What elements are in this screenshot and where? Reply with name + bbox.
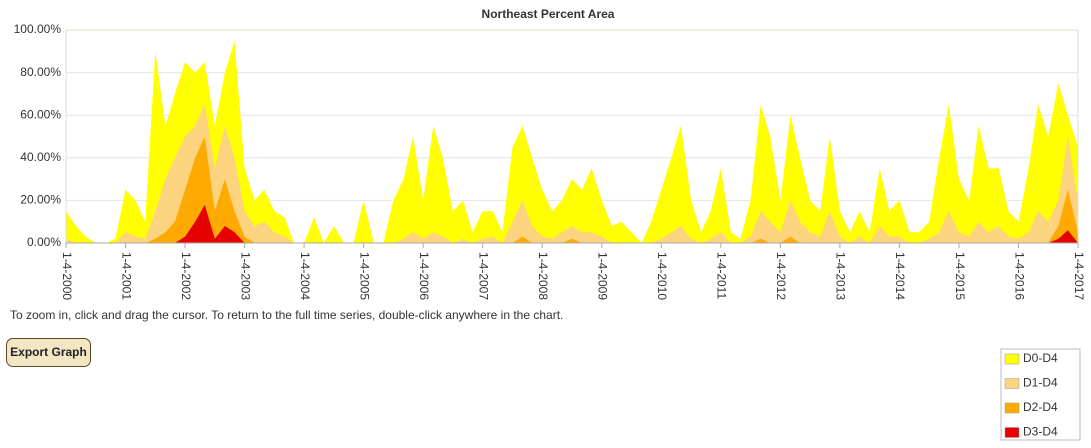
legend-label: D0-D4 xyxy=(1023,351,1058,365)
legend-swatch xyxy=(1004,353,1020,365)
y-tick-label: 80.00% xyxy=(20,65,61,79)
x-tick-label: 1-4-2008 xyxy=(536,252,550,300)
x-tick-label: 1-4-2014 xyxy=(893,252,907,300)
chart-title: Northeast Percent Area xyxy=(482,7,615,21)
legend-label: D2-D4 xyxy=(1023,400,1058,414)
area xyxy=(66,136,1078,243)
x-tick-label: 1-4-2015 xyxy=(953,252,967,300)
x-tick-label: 1-4-2007 xyxy=(477,252,491,300)
x-tick-label: 1-4-2016 xyxy=(1012,252,1026,300)
x-tick-label: 1-4-2006 xyxy=(417,252,431,300)
legend-label: D1-D4 xyxy=(1023,376,1058,390)
x-tick-label: 1-4-2013 xyxy=(834,252,848,300)
y-tick-label: 0.00% xyxy=(27,235,61,249)
y-tick-label: 20.00% xyxy=(20,193,61,207)
area xyxy=(66,104,1078,243)
x-tick-label: 1-4-2017 xyxy=(1072,252,1086,300)
legend-swatch xyxy=(1004,427,1020,438)
x-tick-label: 1-4-2001 xyxy=(119,252,133,300)
legend-swatch xyxy=(1004,402,1020,414)
y-tick-label: 40.00% xyxy=(20,150,61,164)
export-button[interactable]: Export Graph xyxy=(6,338,91,367)
area xyxy=(66,40,1078,244)
legend-swatch xyxy=(1004,378,1020,389)
x-tick-label: 1-4-2000 xyxy=(60,252,74,300)
legend-label: D3-D4 xyxy=(1023,425,1058,439)
x-tick-label: 1-4-2009 xyxy=(596,252,610,300)
x-tick-label: 1-4-2012 xyxy=(774,252,788,300)
y-tick-label: 60.00% xyxy=(20,107,61,121)
x-tick-label: 1-4-2005 xyxy=(357,252,371,300)
x-tick-label: 1-4-2002 xyxy=(179,252,193,300)
x-tick-label: 1-4-2004 xyxy=(298,252,312,300)
x-tick-label: 1-4-2011 xyxy=(715,252,729,299)
x-tick-label: 1-4-2003 xyxy=(238,252,252,300)
y-tick-label: 100.00% xyxy=(14,22,62,36)
instructions: To zoom in, click and drag the cursor. T… xyxy=(10,308,564,322)
x-tick-label: 1-4-2010 xyxy=(655,252,669,300)
